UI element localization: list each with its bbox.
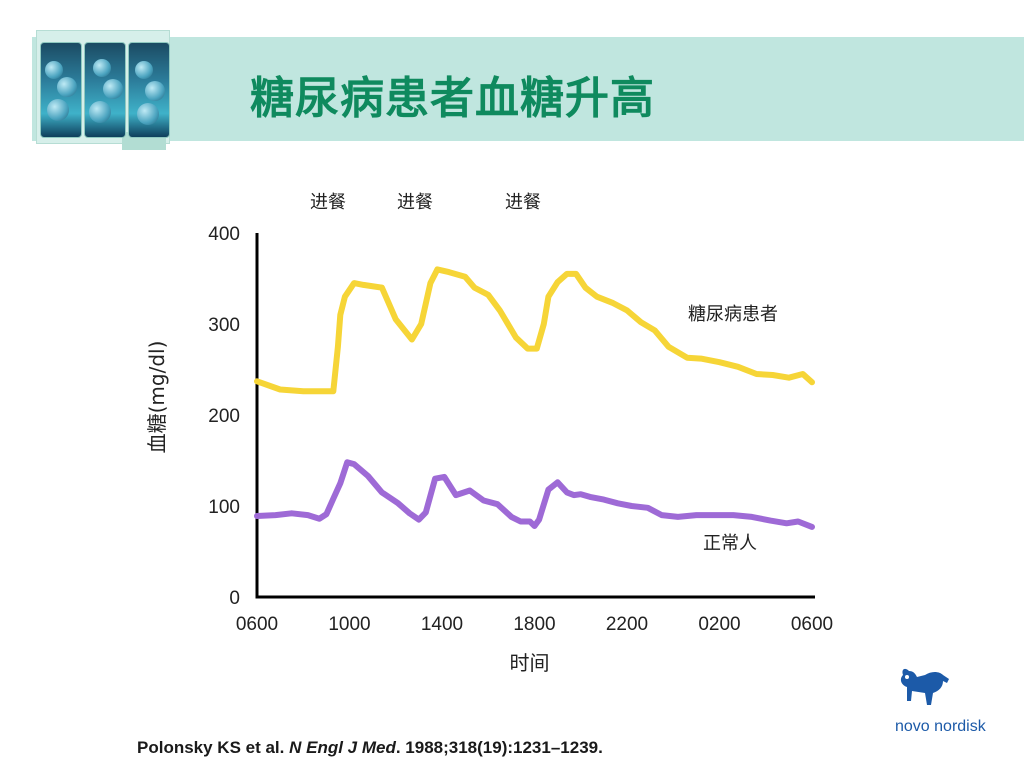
cell-image-thumbnail — [84, 42, 126, 138]
y-tick-label: 200 — [208, 406, 240, 427]
novo-nordisk-logo: novo nordisk — [895, 665, 1000, 745]
series-line-diabetic — [254, 266, 815, 395]
y-tick-label: 400 — [208, 224, 240, 245]
x-tick-label: 0200 — [698, 614, 740, 635]
citation: Polonsky KS et al. N Engl J Med. 1988;31… — [137, 738, 603, 758]
x-tick-label: 0600 — [236, 614, 278, 635]
citation-journal: N Engl J Med — [289, 738, 396, 757]
page-title: 糖尿病患者血糖升高 — [250, 73, 655, 124]
y-axis-title: 血糖(mg/dl) — [145, 341, 169, 454]
meal-annotation: 进餐 — [505, 192, 541, 213]
series-label-normal: 正常人 — [703, 533, 757, 554]
logo-text: novo nordisk — [895, 718, 986, 735]
y-tick-label: 100 — [208, 497, 240, 518]
y-tick-label: 300 — [208, 315, 240, 336]
bull-icon — [900, 668, 949, 705]
series-line-normal — [254, 459, 815, 530]
x-tick-label: 1800 — [513, 614, 555, 635]
citation-details: . 1988;318(19):1231–1239. — [395, 738, 603, 757]
cell-image-thumbnail — [40, 42, 82, 138]
meal-annotation: 进餐 — [310, 192, 346, 213]
x-tick-label: 1000 — [328, 614, 370, 635]
series-label-diabetic: 糖尿病患者 — [688, 304, 778, 325]
x-tick-label: 1400 — [421, 614, 463, 635]
meal-annotation: 进餐 — [397, 192, 433, 213]
header-band — [32, 37, 1024, 141]
cell-image-thumbnail — [128, 42, 170, 138]
x-tick-label: 0600 — [791, 614, 833, 635]
glucose-line-chart: 0 100 200 300 400 0600 1000 1400 1800 2200 0200 060… — [145, 192, 833, 675]
y-tick-label: 0 — [229, 588, 240, 609]
citation-authors: Polonsky KS et al. — [137, 738, 290, 757]
x-axis-title: 时间 — [510, 651, 550, 675]
x-tick-label: 2200 — [606, 614, 648, 635]
